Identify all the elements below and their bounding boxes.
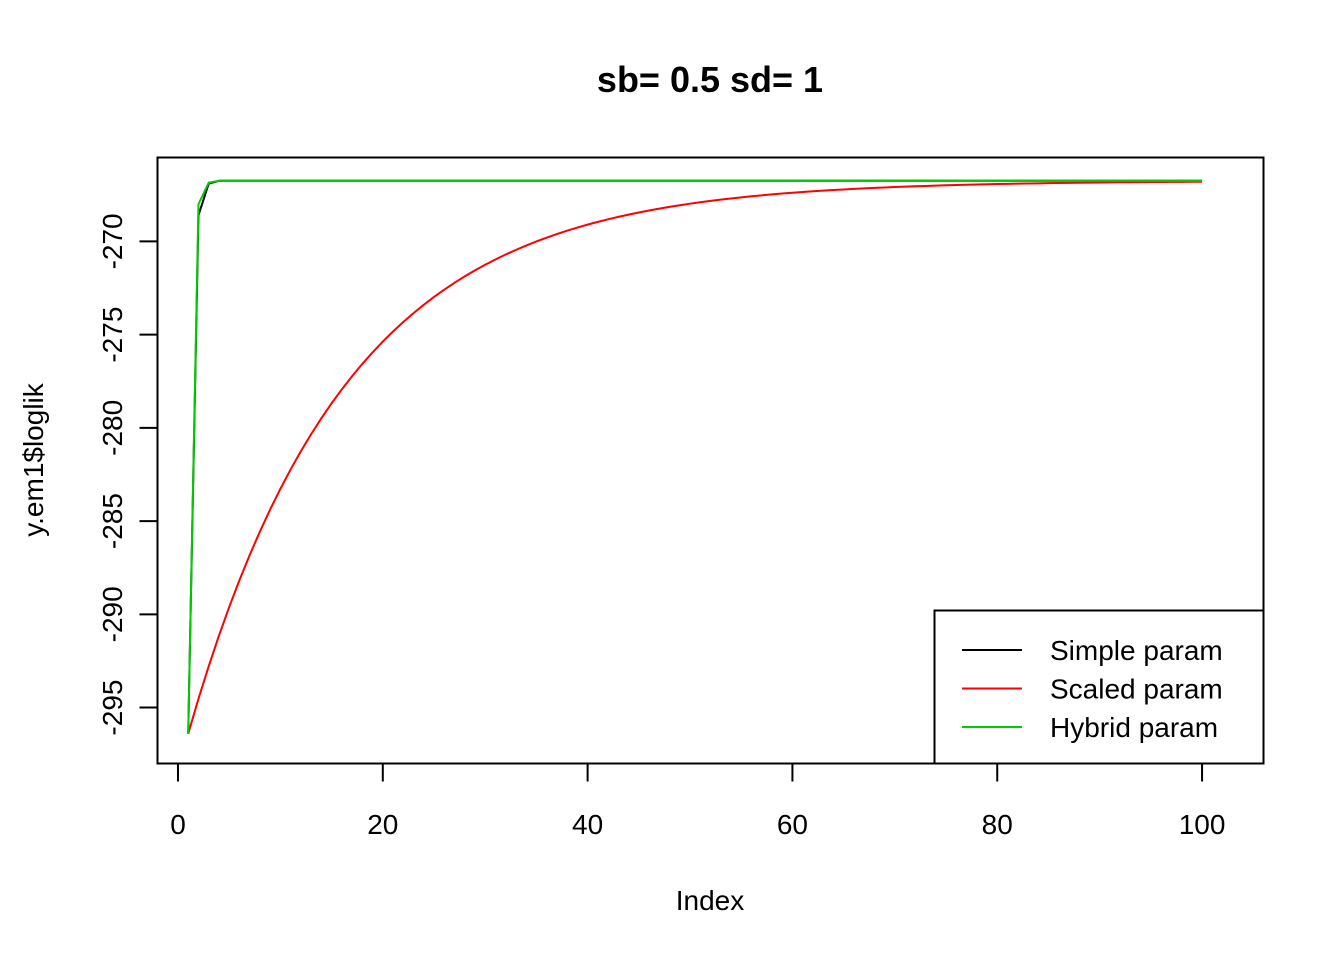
y-tick-label: -280 (97, 400, 128, 456)
series-layer (187, 179, 1203, 734)
legend-box (933, 609, 1265, 765)
y-tick-label: -290 (97, 586, 128, 642)
x-axis-label: Index (676, 885, 745, 916)
legend: Simple param Scaled param Hybrid param (933, 609, 1265, 765)
x-tick-label: 0 (170, 809, 186, 840)
y-axis-label: y.em1$loglik (18, 382, 49, 537)
y-tick-label: -285 (97, 493, 128, 549)
series-line-2 (187, 180, 1203, 734)
legend-label-2: Scaled param (1050, 674, 1223, 705)
x-tick-label: 80 (982, 809, 1013, 840)
x-tick-label: 20 (367, 809, 398, 840)
x-tick-label: 100 (1179, 809, 1226, 840)
y-tick-label: -270 (97, 213, 128, 269)
x-tick-label: 60 (777, 809, 808, 840)
x-tick-label: 40 (572, 809, 603, 840)
legend-label-3: Hybrid param (1050, 712, 1218, 743)
y-axis: -270 -275 -280 -285 -290 -295 (97, 213, 159, 736)
y-tick-label: -275 (97, 307, 128, 363)
y-tick-label: -295 (97, 680, 128, 736)
x-axis: 0 20 40 60 80 100 (170, 762, 1226, 840)
series-line-3 (187, 179, 1203, 734)
legend-label-1: Simple param (1050, 635, 1223, 666)
chart-title: sb= 0.5 sd= 1 (597, 59, 823, 100)
